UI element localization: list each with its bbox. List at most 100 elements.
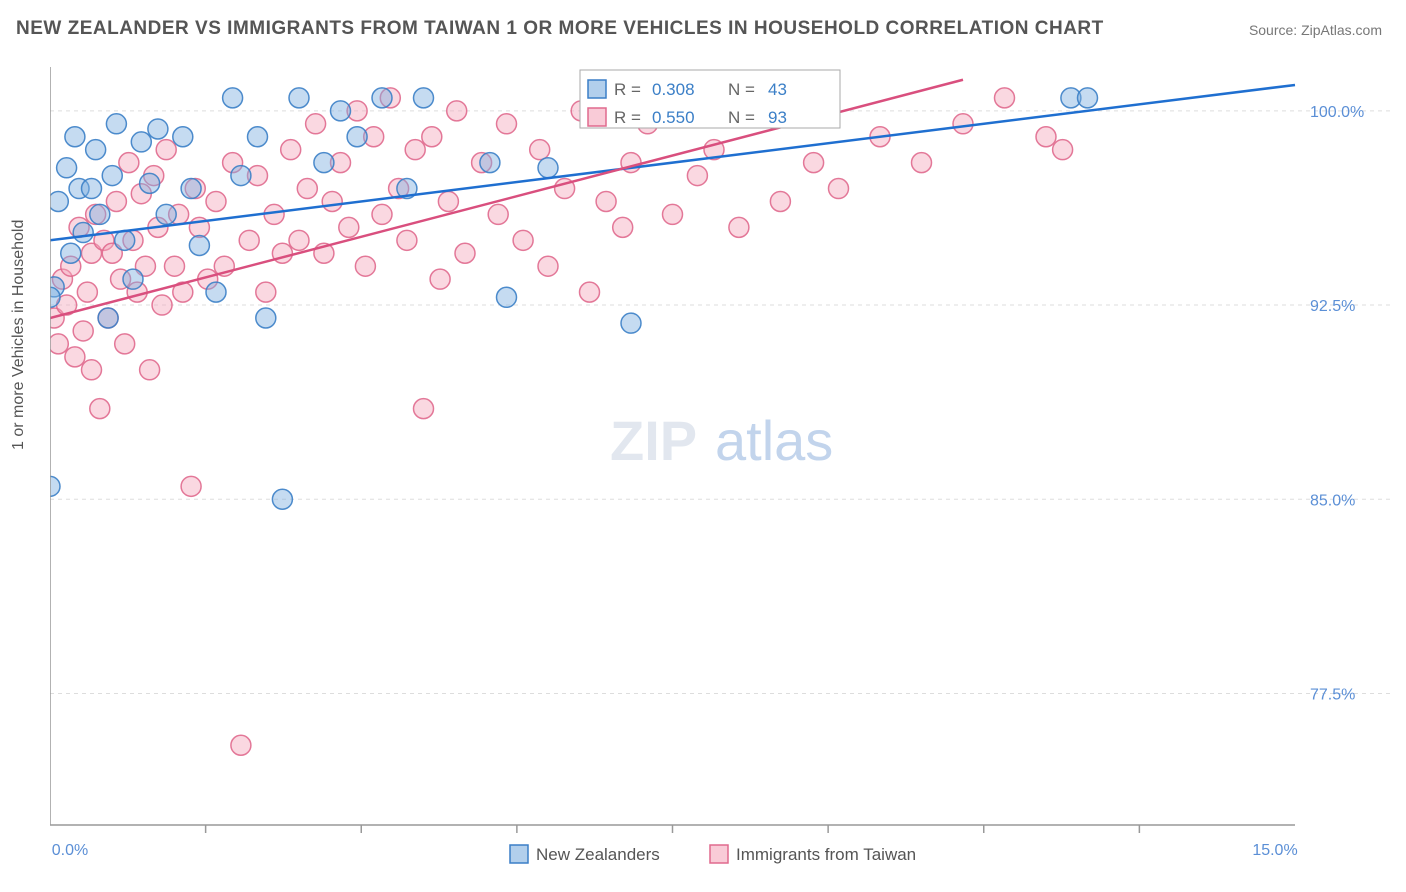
svg-text:atlas: atlas [715,409,833,472]
scatter-point [347,127,367,147]
scatter-point [1078,88,1098,108]
svg-text:15.0%: 15.0% [1252,842,1297,859]
scatter-point [497,287,517,307]
scatter-point [156,204,176,224]
scatter-point [86,140,106,160]
scatter-point [538,256,558,276]
scatter-point [131,132,151,152]
scatter-point [729,217,749,237]
scatter-point [73,223,93,243]
scatter-point [256,282,276,302]
scatter-point [447,101,467,121]
scatter-point [613,217,633,237]
scatter-point [223,88,243,108]
scatter-point [189,235,209,255]
scatter-point [152,295,172,315]
scatter-point [355,256,375,276]
scatter-point [106,191,126,211]
scatter-point [73,321,93,341]
svg-text:100.0%: 100.0% [1310,104,1364,121]
scatter-point [414,88,434,108]
scatter-point [165,256,185,276]
scatter-point [372,204,392,224]
scatter-point [115,230,135,250]
scatter-point [414,399,434,419]
scatter-point [57,158,77,178]
svg-text:ZIP: ZIP [610,409,697,472]
scatter-point [513,230,533,250]
scatter-point [65,127,85,147]
scatter-point [497,114,517,134]
scatter-point [1053,140,1073,160]
scatter-point [912,153,932,173]
scatter-point [530,140,550,160]
scatter-point [61,243,81,263]
scatter-point [580,282,600,302]
scatter-point [90,204,110,224]
scatter-point [206,282,226,302]
scatter-point [430,269,450,289]
scatter-point [1036,127,1056,147]
scatter-point [206,191,226,211]
source-label: Source: ZipAtlas.com [1249,22,1382,38]
scatter-point [331,101,351,121]
svg-text:N =: N = [728,108,755,127]
legend-swatch [510,845,528,863]
scatter-point [248,127,268,147]
scatter-point [231,735,251,755]
scatter-point [102,166,122,186]
scatter-point [804,153,824,173]
svg-text:0.550: 0.550 [652,108,695,127]
scatter-point [65,347,85,367]
scatter-point [106,114,126,134]
svg-text:0.308: 0.308 [652,80,695,99]
scatter-point [289,230,309,250]
scatter-point [181,179,201,199]
scatter-point [480,153,500,173]
svg-text:77.5%: 77.5% [1310,686,1355,703]
scatter-point [50,476,60,496]
scatter-point [156,140,176,160]
scatter-point [119,153,139,173]
svg-text:43: 43 [768,80,787,99]
scatter-point [663,204,683,224]
scatter-point [339,217,359,237]
scatter-point [140,173,160,193]
scatter-point [281,140,301,160]
scatter-point [148,119,168,139]
scatter-point [50,334,68,354]
scatter-point [770,191,790,211]
scatter-point [397,230,417,250]
legend-label: Immigrants from Taiwan [736,845,916,864]
scatter-point [438,191,458,211]
scatter-point [115,334,135,354]
svg-text:R =: R = [614,108,641,127]
scatter-point [829,179,849,199]
svg-text:93: 93 [768,108,787,127]
scatter-point [239,230,259,250]
scatter-point [123,269,143,289]
y-axis-label: 1 or more Vehicles in Household [10,220,28,450]
legend-swatch [710,845,728,863]
svg-text:0.0%: 0.0% [52,842,88,859]
scatter-point [231,166,251,186]
scatter-point [82,179,102,199]
scatter-point [272,489,292,509]
scatter-point [82,360,102,380]
scatter-point [173,127,193,147]
scatter-point [455,243,475,263]
scatter-point [687,166,707,186]
scatter-point [256,308,276,328]
chart-title: NEW ZEALANDER VS IMMIGRANTS FROM TAIWAN … [16,18,1104,40]
scatter-point [596,191,616,211]
svg-text:N =: N = [728,80,755,99]
scatter-point [140,360,160,380]
scatter-point [538,158,558,178]
scatter-point [98,308,118,328]
scatter-point [488,204,508,224]
scatter-point [289,88,309,108]
svg-text:85.0%: 85.0% [1310,492,1355,509]
scatter-point [422,127,442,147]
scatter-point [405,140,425,160]
scatter-point [953,114,973,134]
